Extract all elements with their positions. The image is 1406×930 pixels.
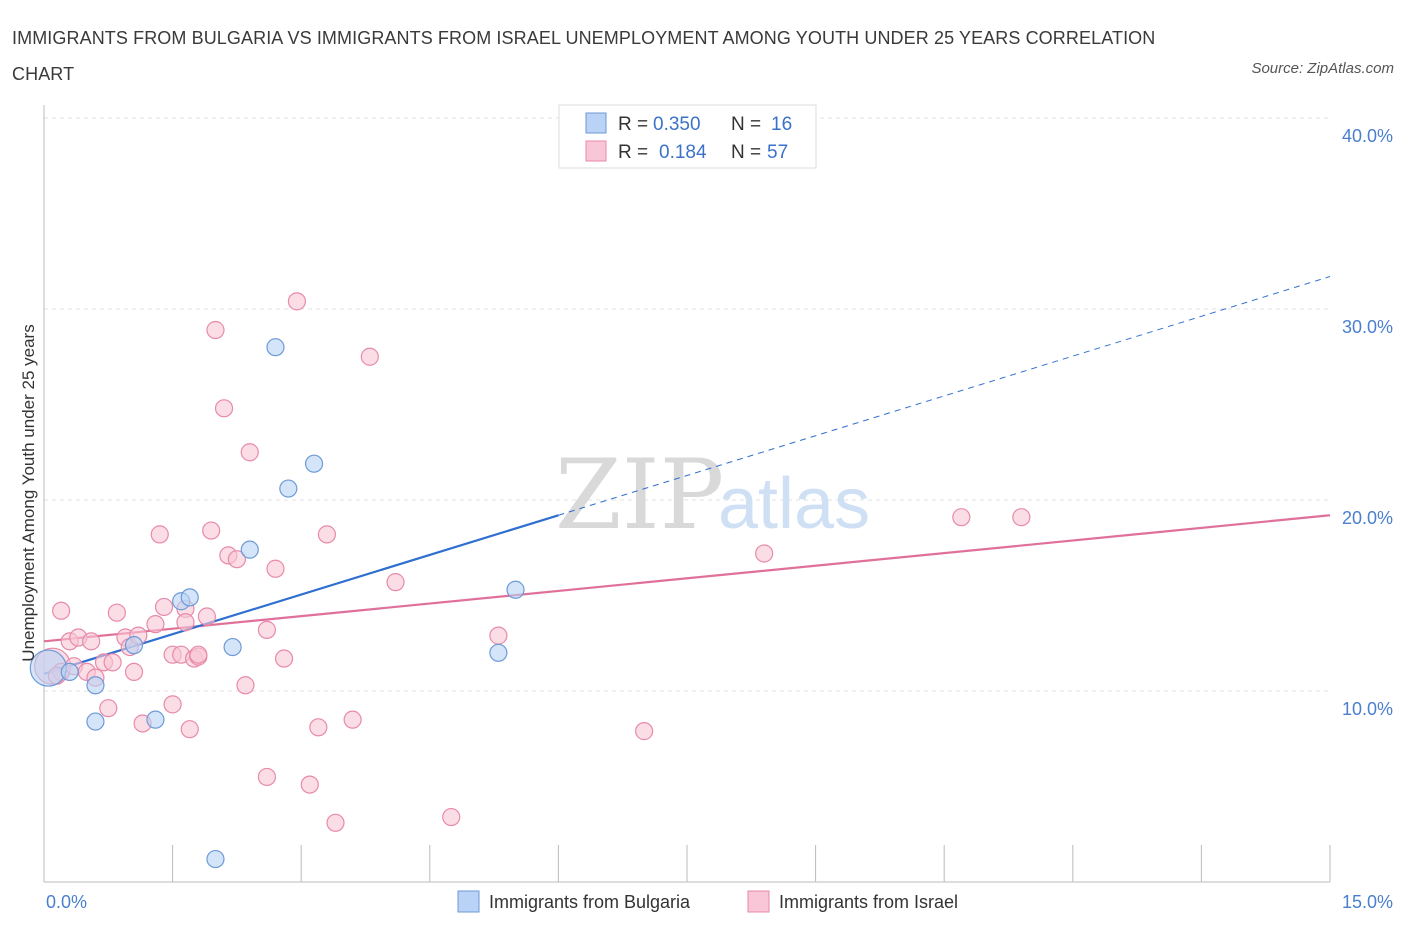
israel-point <box>442 807 461 827</box>
israel-point <box>386 573 405 592</box>
x-tick-label-max: 15.0% <box>1342 892 1393 912</box>
bulgaria-point <box>86 712 105 731</box>
watermark-atlas: atlas <box>718 464 870 544</box>
israel-point <box>146 615 165 634</box>
bulgaria-point <box>304 454 324 473</box>
israel-point <box>257 767 277 787</box>
x-tick-label-min: 0.0% <box>46 892 87 912</box>
israel-point <box>180 720 199 739</box>
legend-r-value-israel: 0.184 <box>659 142 707 163</box>
legend-swatch-israel <box>585 140 607 162</box>
israel-point <box>326 813 345 832</box>
israel-point <box>82 632 101 651</box>
bottom-legend-label-bulgaria: Immigrants from Bulgaria <box>489 892 691 912</box>
bulgaria-trend-extension <box>558 276 1331 516</box>
y-axis-label: Unemployment Among Youth under 25 years <box>19 324 38 661</box>
israel-point <box>189 645 208 664</box>
israel-point <box>287 292 307 311</box>
israel-point <box>236 676 255 695</box>
israel-point <box>343 710 362 729</box>
bulgaria-point <box>489 643 508 662</box>
israel-points <box>33 292 1031 832</box>
chart-title: IMMIGRANTS FROM BULGARIA VS IMMIGRANTS F… <box>12 28 1156 84</box>
bulgaria-point <box>124 636 144 655</box>
israel-point <box>266 559 285 578</box>
israel-point <box>1012 508 1031 527</box>
bulgaria-points <box>29 338 525 869</box>
y-tick-labels: 10.0% 20.0% 30.0% 40.0% <box>1342 126 1393 719</box>
israel-point <box>202 521 221 540</box>
israel-trend-line <box>43 514 1331 643</box>
source-label: Source: ZipAtlas.com <box>1251 60 1394 77</box>
y-tick-label: 10.0% <box>1342 699 1393 719</box>
israel-point <box>154 597 174 617</box>
series-legend: Immigrants from Bulgaria Immigrants from… <box>457 890 958 913</box>
grid-lines <box>44 117 1330 692</box>
legend-swatch-bulgaria <box>585 112 607 134</box>
israel-point <box>227 550 246 569</box>
trend-lines <box>43 276 1331 675</box>
israel-point <box>99 699 118 718</box>
israel-point <box>176 613 195 632</box>
israel-point <box>197 607 216 626</box>
legend-r-value-bulgaria: 0.350 <box>653 114 701 135</box>
israel-point <box>52 601 71 620</box>
bulgaria-point <box>279 479 298 498</box>
watermark-zip: ZIP <box>555 439 724 551</box>
israel-point <box>360 347 379 366</box>
israel-point <box>635 722 654 741</box>
bulgaria-point <box>60 662 79 682</box>
israel-point <box>240 443 259 462</box>
israel-point <box>317 525 337 544</box>
israel-point <box>274 649 294 668</box>
bulgaria-point <box>266 338 285 357</box>
israel-point <box>952 508 971 527</box>
israel-point <box>755 544 774 563</box>
bulgaria-point <box>206 849 225 869</box>
israel-point <box>150 525 169 544</box>
israel-point <box>163 695 182 714</box>
israel-point <box>489 626 508 645</box>
bottom-legend-swatch-israel <box>747 890 770 913</box>
israel-point <box>300 775 319 794</box>
israel-point <box>309 718 328 737</box>
israel-point <box>206 320 225 340</box>
bulgaria-point <box>506 580 525 599</box>
bulgaria-point <box>86 676 105 695</box>
bottom-legend-swatch-bulgaria <box>457 890 480 913</box>
y-tick-label: 30.0% <box>1342 317 1393 337</box>
bulgaria-point <box>180 588 199 607</box>
israel-point <box>257 620 277 639</box>
bulgaria-point <box>223 637 242 657</box>
y-tick-label: 20.0% <box>1342 508 1393 528</box>
legend-n-label-israel: N = <box>731 142 761 163</box>
legend-n-label-bulgaria: N = <box>731 114 761 135</box>
correlation-legend: R = 0.350 N = 16 R = 0.184 N = 57 <box>558 104 817 169</box>
bottom-legend-label-israel: Immigrants from Israel <box>779 892 958 912</box>
x-ticks <box>43 845 1331 882</box>
y-tick-label: 40.0% <box>1342 126 1393 146</box>
israel-point <box>103 653 122 672</box>
legend-r-label-bulgaria: R = <box>618 114 648 135</box>
israel-point <box>107 603 126 622</box>
bulgaria-point <box>240 540 259 559</box>
bulgaria-point <box>146 710 165 729</box>
legend-n-value-bulgaria: 16 <box>771 114 792 135</box>
israel-point <box>124 662 144 682</box>
legend-r-label-israel: R = <box>618 142 648 163</box>
israel-point <box>214 399 234 418</box>
legend-n-value-israel: 57 <box>767 142 788 163</box>
